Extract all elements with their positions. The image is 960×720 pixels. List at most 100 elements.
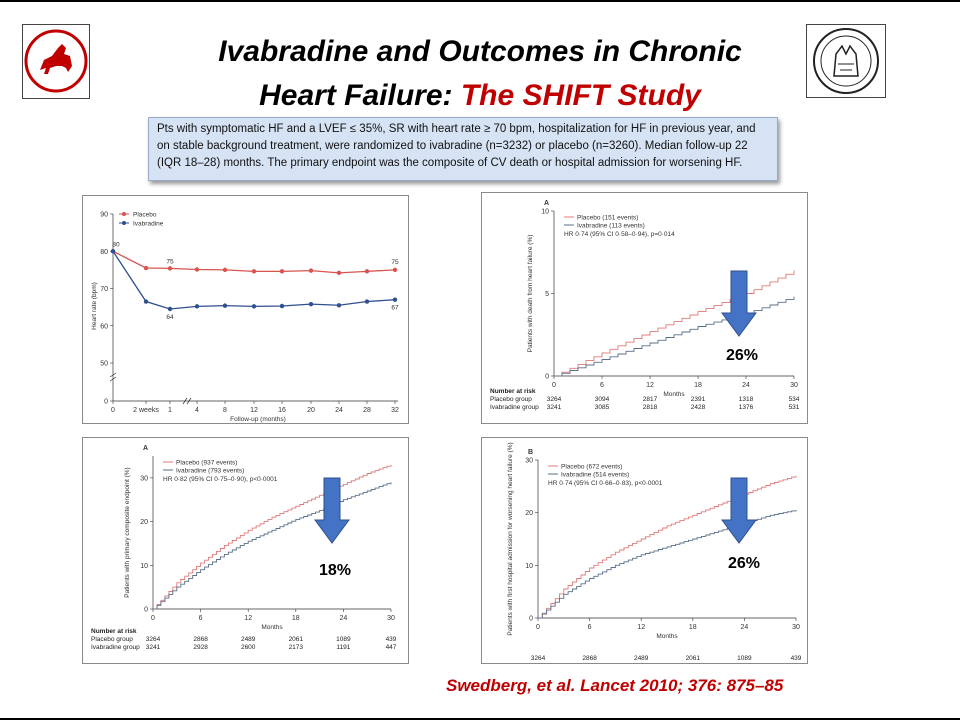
legend-marker — [122, 221, 126, 225]
value-annotation: 75 — [391, 259, 399, 266]
risk-value: 2817 — [643, 396, 658, 403]
risk-value: 1318 — [739, 396, 754, 403]
y-tick-label: 30 — [140, 475, 148, 482]
risk-value: 447 — [386, 644, 397, 651]
risk-value: 2868 — [582, 655, 597, 662]
risk-header: Number at risk — [490, 388, 536, 395]
y-tick-label: 10 — [140, 563, 148, 570]
x-tick-label: 6 — [600, 382, 604, 389]
km-curve-placebo — [538, 475, 797, 619]
y-axis-break — [109, 372, 117, 382]
risk-value: 3264 — [146, 636, 161, 643]
risk-value: 1089 — [336, 636, 351, 643]
risk-value: 1376 — [739, 404, 754, 411]
risk-value: 3241 — [146, 644, 161, 651]
death-hf-chart: A 0 5 10 0 6 12 18 24 30 Months Patients with death… — [490, 200, 800, 411]
x-tick-label: 8 — [223, 407, 227, 414]
km-curve-placebo — [554, 270, 795, 377]
slide-title: Ivabradine and Outcomes in Chronic Heart… — [130, 30, 830, 118]
data-point — [364, 269, 370, 274]
hf-admission-chart: B 0 10 20 30 0 6 12 18 24 30 Months Patients with fi… — [507, 442, 802, 662]
y-axis-label: Patients with death from heart failure (… — [527, 235, 534, 353]
data-point — [279, 269, 285, 274]
data-point — [110, 249, 116, 254]
title-line-1: Ivabradine and Outcomes in Chronic — [218, 35, 742, 68]
legend-label: Placebo (151 events) — [577, 214, 638, 221]
value-annotation: 64 — [166, 314, 174, 321]
x-tick-label: 18 — [292, 615, 300, 622]
x-tick-label: 6 — [588, 624, 592, 631]
x-tick-label: 12 — [646, 382, 654, 389]
value-annotation: 67 — [391, 305, 399, 312]
legend-label: Placebo (672 events) — [561, 463, 622, 470]
x-tick-label: 0 — [151, 615, 155, 622]
risk-value: 2600 — [241, 644, 256, 651]
x-tick-label: 4 — [195, 407, 199, 414]
data-point — [167, 266, 173, 271]
y-tick-label: 70 — [100, 286, 108, 293]
risk-value: 2173 — [289, 644, 304, 651]
y-tick-label: 0 — [545, 374, 549, 381]
x-tick-label: 12 — [637, 624, 645, 631]
x-tick-label: 16 — [278, 407, 286, 414]
legend-label: Ivabradine (793 events) — [176, 467, 244, 474]
data-point — [222, 303, 228, 308]
km-curve-placebo — [153, 464, 392, 610]
x-axis-label: Months — [663, 391, 685, 398]
heart-rate-chart: 0 50 60 70 80 90 0 2 weeks 1 4 8 12 16 20 24 28 32 Follow… — [91, 212, 399, 424]
y-tick-label: 30 — [525, 458, 533, 465]
x-tick-label: 12 — [250, 407, 258, 414]
heart-rate-panel: 0 50 60 70 80 90 0 2 weeks 1 4 8 12 16 20 24 28 32 Follow… — [82, 195, 409, 424]
y-tick-label: 90 — [100, 212, 108, 219]
data-point — [336, 270, 342, 276]
x-axis-break — [182, 397, 192, 405]
risk-row-label: Ivabradine group — [91, 644, 140, 651]
y-tick-label: 0 — [529, 616, 533, 623]
title-line-2-black: Heart Failure: — [259, 79, 461, 112]
x-axis-label: Follow-up (months) — [230, 416, 286, 423]
y-tick-label: 80 — [100, 249, 108, 256]
legend-label: Ivabradine — [133, 221, 164, 228]
series-line-ivabradine — [112, 250, 396, 310]
risk-value: 2061 — [686, 655, 701, 662]
bottom-rule — [0, 718, 960, 720]
x-tick-label: 24 — [742, 382, 750, 389]
risk-value: 2061 — [289, 636, 304, 643]
x-tick-label: 30 — [387, 615, 395, 622]
value-annotation: 80 — [112, 241, 120, 248]
risk-value: 531 — [789, 404, 800, 411]
data-point — [392, 267, 398, 273]
x-tick-label: 30 — [790, 382, 798, 389]
y-tick-label: 5 — [545, 291, 549, 298]
y-tick-label: 0 — [144, 607, 148, 614]
x-tick-label: 0 — [111, 407, 115, 414]
stat-text: HR 0·82 (95% CI 0·75–0·90), p<0·0001 — [163, 476, 278, 483]
panel-letter: A — [143, 445, 148, 452]
panel-letter: A — [544, 200, 549, 207]
risk-value: 2868 — [193, 636, 208, 643]
data-point — [167, 306, 173, 312]
x-tick-label: 0 — [536, 624, 540, 631]
x-tick-label: 0 — [552, 382, 556, 389]
stat-text: HR 0·74 (95% CI 0·66–0·83), p<0·0001 — [548, 480, 663, 487]
risk-header: Number at risk — [91, 628, 137, 635]
x-tick-label: 28 — [363, 407, 371, 414]
risk-value: 3264 — [547, 396, 562, 403]
reduction-arrow — [314, 477, 350, 544]
title-line-2: Heart Failure: The SHIFT Study — [130, 74, 830, 118]
risk-value: 2489 — [241, 636, 256, 643]
legend-label: Placebo (937 events) — [176, 459, 237, 466]
citation: Swedberg, et al. Lancet 2010; 376: 875–8… — [446, 676, 784, 695]
y-axis-label: Patients with primary composite endpoint… — [124, 467, 131, 597]
top-rule — [0, 0, 960, 2]
panel-letter: B — [528, 449, 533, 456]
risk-value: 1089 — [737, 655, 752, 662]
reduction-arrow — [721, 270, 757, 337]
x-tick-label: 24 — [741, 624, 749, 631]
x-axis-label: Months — [261, 624, 283, 631]
value-annotation: 75 — [166, 258, 174, 265]
study-design-box: Pts with symptomatic HF and a LVEF ≤ 35%… — [148, 117, 778, 181]
risk-value: 3094 — [595, 396, 610, 403]
y-tick-label: 10 — [541, 209, 549, 216]
km-curve-ivabradine — [153, 482, 392, 610]
